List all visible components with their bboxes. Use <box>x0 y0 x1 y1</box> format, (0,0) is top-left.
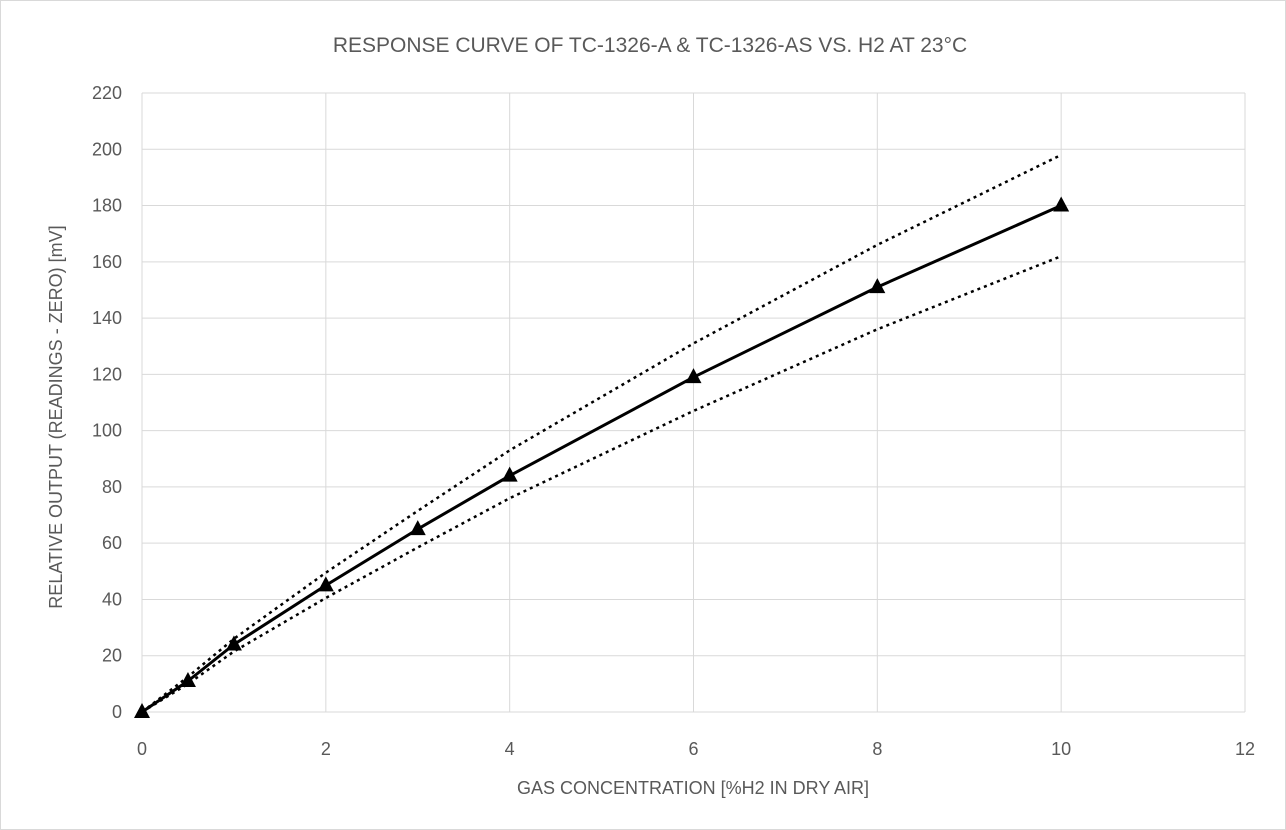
y-tick-label: 220 <box>92 83 122 103</box>
triangle-marker <box>685 368 702 384</box>
y-tick-label: 120 <box>92 364 122 384</box>
x-tick-label: 8 <box>872 739 882 759</box>
x-tick-label: 12 <box>1235 739 1255 759</box>
triangle-marker <box>1053 196 1070 212</box>
y-tick-label: 160 <box>92 252 122 272</box>
x-tick-label: 10 <box>1051 739 1071 759</box>
y-tick-labels: 0 20 40 60 80 100 120 140 160 180 200 220 <box>92 83 122 722</box>
data-markers <box>134 196 1070 718</box>
y-tick-label: 40 <box>102 589 122 609</box>
triangle-marker <box>317 576 334 592</box>
y-tick-label: 200 <box>92 139 122 159</box>
upper-bound-dotted-line <box>141 153 1062 713</box>
y-tick-label: 140 <box>92 308 122 328</box>
x-tick-label: 0 <box>137 739 147 759</box>
y-tick-label: 60 <box>102 533 122 553</box>
gridlines <box>141 92 1246 713</box>
triangle-marker <box>225 635 242 651</box>
triangle-marker <box>179 672 196 688</box>
y-tick-label: 180 <box>92 196 122 216</box>
x-tick-labels: 0 2 4 6 8 10 12 <box>137 739 1255 759</box>
y-tick-label: 100 <box>92 421 122 441</box>
triangle-marker <box>134 703 150 718</box>
triangle-marker <box>409 520 426 536</box>
x-tick-label: 6 <box>688 739 698 759</box>
triangle-marker <box>869 278 886 294</box>
x-tick-label: 2 <box>321 739 331 759</box>
y-tick-label: 0 <box>112 702 122 722</box>
y-tick-label: 20 <box>102 646 122 666</box>
y-tick-label: 80 <box>102 477 122 497</box>
x-tick-label: 4 <box>505 739 515 759</box>
triangle-marker <box>501 466 518 482</box>
lower-bound-dotted-line <box>141 255 1062 714</box>
x-axis-title: GAS CONCENTRATION [%H2 IN DRY AIR] <box>517 778 869 798</box>
chart-title: RESPONSE CURVE OF TC-1326-A & TC-1326-AS… <box>333 34 967 57</box>
y-axis-title: RELATIVE OUTPUT (READINGS - ZERO) [mV] <box>46 225 66 608</box>
